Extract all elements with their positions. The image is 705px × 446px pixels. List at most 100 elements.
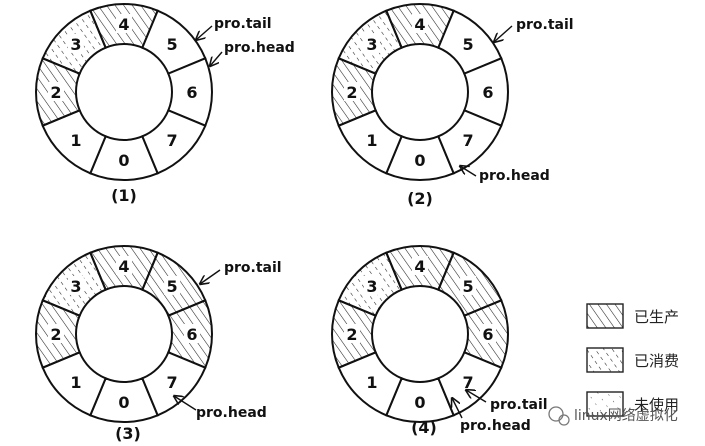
ring-4-slot-label-0: 0	[414, 393, 425, 412]
ring-4-slot-label-bg-3	[363, 275, 380, 295]
ring-3-slot-label-bg-0	[116, 392, 132, 411]
ring-1-slot-label-bg-7	[164, 130, 181, 150]
ring-3-slot-label-5: 5	[167, 277, 178, 296]
pro-head-arrow-4	[452, 398, 463, 419]
ring-4-slot-label-bg-5	[460, 275, 477, 295]
ring-4-slot-label-1: 1	[366, 373, 377, 392]
ring-2-slot-label-bg-5	[460, 33, 477, 53]
ring-3: 0 1 2 3 4 5 6 7	[35, 245, 213, 423]
ring-diagram-4: 0 1 2 3 4 5 6 7 pro.tail pro.head (4)	[331, 245, 548, 437]
ring-4-slot-label-3: 3	[366, 277, 377, 296]
caption-4: (4)	[411, 418, 437, 437]
ring-4-slot-label-4: 4	[414, 257, 425, 276]
ring-1-slot-label-2: 2	[50, 83, 61, 102]
ring-2-slot-label-bg-4	[412, 14, 428, 33]
legend-label-unused: 未使用	[634, 396, 679, 414]
ring-3-slot-label-6: 6	[186, 325, 197, 344]
ring-3-slot-label-7: 7	[167, 373, 178, 392]
ring-1-slot-label-bg-5	[164, 33, 181, 53]
ring-2-slot-label-7: 7	[463, 131, 474, 150]
ring-3-slot-label-bg-5	[164, 275, 181, 295]
ring-diagram-3: 0 1 2 3 4 5 6 7 pro.tail pro.head (3)	[35, 245, 282, 443]
pointers-3: pro.tail pro.head	[174, 260, 282, 421]
legend: 已生产 已消费 未使用	[586, 303, 679, 417]
ring-diagram-1: 0 1 2 3 4 5 6 7 pro.tail pro.head (1)	[35, 3, 295, 205]
ring-3-slot-label-bg-6	[184, 324, 200, 343]
pro-tail-arrow-4	[466, 390, 487, 403]
ring-2-slot-label-2: 2	[346, 83, 357, 102]
pro-head-arrow-1	[210, 51, 223, 66]
ring-2-slot-label-0: 0	[414, 151, 425, 170]
ring-1-slot-label-1: 1	[70, 131, 81, 150]
caption-3: (3)	[115, 424, 141, 443]
ring-3-slot-label-bg-2	[48, 324, 64, 343]
ring-4-slot-label-bg-7	[460, 372, 477, 392]
legend-item-consumed: 已消费	[586, 347, 679, 373]
ring-1-slot-label-bg-1	[67, 130, 84, 150]
pro-head-label-1: pro.head	[224, 40, 295, 56]
pro-head-label-2: pro.head	[479, 168, 550, 184]
ring-3-slot-label-4: 4	[118, 257, 129, 276]
pointers-4: pro.tail pro.head	[452, 390, 548, 434]
ring-1-slot-label-5: 5	[167, 35, 178, 54]
wechat-icon	[548, 406, 564, 422]
ring-2-slot-label-bg-1	[363, 130, 380, 150]
ring-3-slot-label-bg-7	[164, 372, 181, 392]
ring-3-slot-label-1: 1	[70, 373, 81, 392]
ring-1-slot-label-bg-3	[67, 33, 84, 53]
pro-head-label-4: pro.head	[460, 418, 531, 434]
ring-2-slot-label-bg-3	[363, 33, 380, 53]
pro-head-arrow-2	[460, 166, 477, 177]
watermark-text: linux网络虚拟化	[574, 408, 678, 424]
ring-2-slot-label-bg-6	[480, 82, 496, 101]
caption-1: (1)	[111, 186, 137, 205]
ring-1-slot-label-bg-2	[48, 82, 64, 101]
caption-2: (2)	[407, 189, 433, 208]
ring-2-slot-label-bg-7	[460, 130, 477, 150]
ring-3-slot-label-0: 0	[118, 393, 129, 412]
ring-1-slot-label-0: 0	[118, 151, 129, 170]
legend-item-produced: 已生产	[586, 303, 679, 329]
legend-item-unused: 未使用	[586, 391, 679, 417]
ring-2-slot-label-6: 6	[482, 83, 493, 102]
ring-1-slot-label-7: 7	[167, 131, 178, 150]
wechat-icon-inner	[558, 414, 570, 426]
ring-3-slot-label-bg-3	[67, 275, 84, 295]
ring-4-slot-label-5: 5	[463, 277, 474, 296]
pro-head-label-3: pro.head	[196, 405, 267, 421]
ring-4-slot-label-2: 2	[346, 325, 357, 344]
ring-diagram-2: 0 1 2 3 4 5 6 7 pro.tail pro.head (2)	[331, 3, 574, 208]
ring-4-slot-label-bg-1	[363, 372, 380, 392]
ring-4-slot-label-bg-4	[412, 256, 428, 275]
ring-1: 0 1 2 3 4 5 6 7	[35, 3, 213, 181]
ring-3-slot-label-bg-4	[116, 256, 132, 275]
ring-2-slot-label-1: 1	[366, 131, 377, 150]
pro-tail-arrow-2	[494, 25, 513, 42]
watermark: linux网络虚拟化	[548, 406, 678, 426]
ring-3-slot-label-bg-1	[67, 372, 84, 392]
ring-2-slot-label-4: 4	[414, 15, 425, 34]
ring-4-slot-label-bg-6	[480, 324, 496, 343]
pro-head-arrow-3	[174, 396, 197, 411]
ring-1-slot-label-bg-6	[184, 82, 200, 101]
ring-3-slot-label-3: 3	[70, 277, 81, 296]
legend-swatch-produced	[586, 303, 624, 329]
ring-1-slot-label-3: 3	[70, 35, 81, 54]
ring-2-slot-label-3: 3	[366, 35, 377, 54]
ring-4-slot-label-bg-0	[412, 392, 428, 411]
ring-1-slot-label-bg-0	[116, 150, 132, 169]
legend-label-consumed: 已消费	[634, 352, 679, 370]
legend-swatch-consumed	[586, 347, 624, 373]
ring-4-slot-label-bg-2	[344, 324, 360, 343]
pro-tail-label-3: pro.tail	[224, 260, 282, 276]
ring-3-slot-label-2: 2	[50, 325, 61, 344]
ring-2-slot-label-5: 5	[463, 35, 474, 54]
ring-1-slot-label-bg-4	[116, 14, 132, 33]
pro-tail-arrow-1	[196, 25, 213, 40]
legend-swatch-unused	[586, 391, 624, 417]
pro-tail-arrow-3	[200, 269, 221, 284]
legend-label-produced: 已生产	[634, 308, 679, 326]
pointers-2: pro.tail pro.head	[460, 17, 574, 184]
ring-4: 0 1 2 3 4 5 6 7	[331, 245, 509, 423]
